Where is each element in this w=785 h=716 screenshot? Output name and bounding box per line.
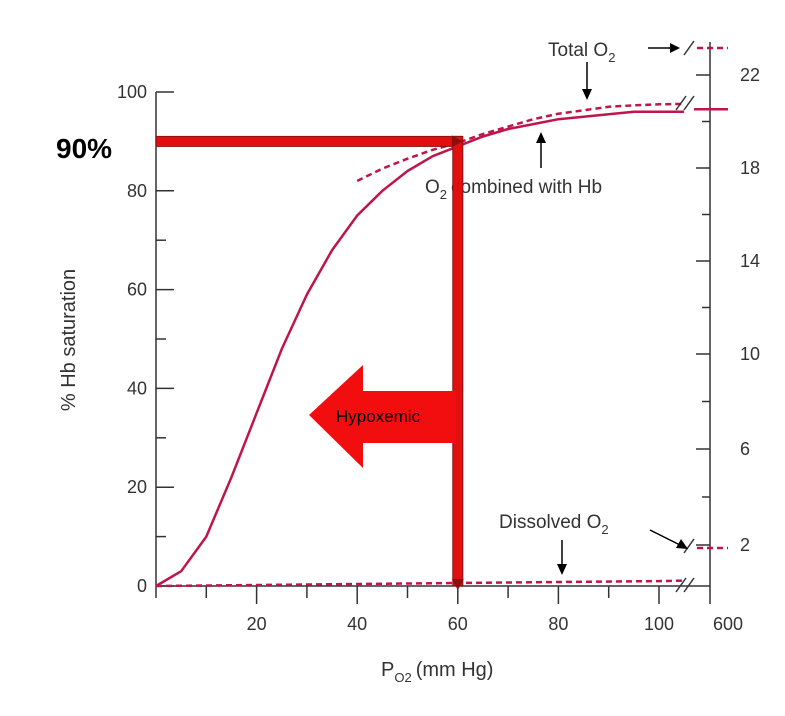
right-axis-ticks: 2 6 10 14 18 22 <box>696 65 760 555</box>
right-tick-label: 2 <box>740 535 750 555</box>
dissolved-down-arrowhead <box>557 564 567 575</box>
horizontal-highlight-bar <box>155 135 463 147</box>
x-axis-title-unit: (mm Hg) <box>416 659 494 681</box>
right-tick-label: 10 <box>740 344 760 364</box>
y-tick-label: 0 <box>137 576 147 596</box>
right-tick-label: 18 <box>740 158 760 178</box>
ninety-percent-label: 90% <box>56 133 112 164</box>
axis-break-marks <box>675 40 695 593</box>
x-tick-label: 60 <box>448 614 468 634</box>
dissolved-curve <box>155 579 685 588</box>
total-o2-right-arrowhead <box>670 43 680 53</box>
dissolved-annotation: Dissolved O2 <box>499 512 688 575</box>
dissolved-right-arrowhead <box>676 539 688 549</box>
total-o2-annotation: Total O2 <box>548 40 680 100</box>
dissolved-right-arrow <box>649 529 681 546</box>
total-o2-down-arrowhead <box>582 89 592 100</box>
total-o2-curve <box>356 102 685 183</box>
y-tick-label: 40 <box>127 378 147 398</box>
x-break-tick-label: 600 <box>713 614 743 634</box>
x-axis-title: PO2 (mm Hg) <box>381 659 493 685</box>
y-tick-label: 100 <box>117 82 147 102</box>
x-axis-title-main: P <box>381 659 394 681</box>
vertical-highlight-bar <box>452 135 464 587</box>
hypoxemic-label: Hypoxemic <box>336 407 421 426</box>
combined-up-arrowhead <box>536 132 546 143</box>
x-tick-label: 40 <box>347 614 367 634</box>
y-tick-label: 80 <box>127 181 147 201</box>
x-tick-label: 100 <box>644 614 674 634</box>
combined-with-hb-label: O2 combined with Hb <box>425 177 602 202</box>
right-tick-label: 6 <box>740 439 750 459</box>
combined-annotation: O2 combined with Hb <box>425 132 602 202</box>
y-tick-label: 20 <box>127 477 147 497</box>
right-tick-label: 22 <box>740 65 760 85</box>
right-tick-label: 14 <box>740 251 760 271</box>
hypoxemic-arrow-shape <box>309 365 456 468</box>
vertical-bar-arrowhead <box>451 579 464 590</box>
highlight-overlay <box>155 135 464 590</box>
hypoxemic-arrow: Hypoxemic <box>309 365 456 468</box>
y-axis-title: % Hb saturation <box>58 269 80 411</box>
right-dashed-stubs <box>697 46 728 550</box>
x-tick-label: 20 <box>247 614 267 634</box>
x-axis-ticks: 20 40 60 80 100 600 <box>155 586 743 634</box>
horizontal-bar-arrowhead <box>451 135 463 148</box>
y-axis-ticks: 0 20 40 60 80 100 <box>117 82 174 596</box>
x-axis-title-subscript: O2 <box>394 670 411 685</box>
y-tick-label: 60 <box>127 280 147 300</box>
dissolved-o2-label: Dissolved O2 <box>499 512 609 537</box>
combined-curve <box>155 110 685 588</box>
curves <box>155 102 728 588</box>
x-tick-label: 80 <box>548 614 568 634</box>
total-o2-label: Total O2 <box>548 40 615 65</box>
